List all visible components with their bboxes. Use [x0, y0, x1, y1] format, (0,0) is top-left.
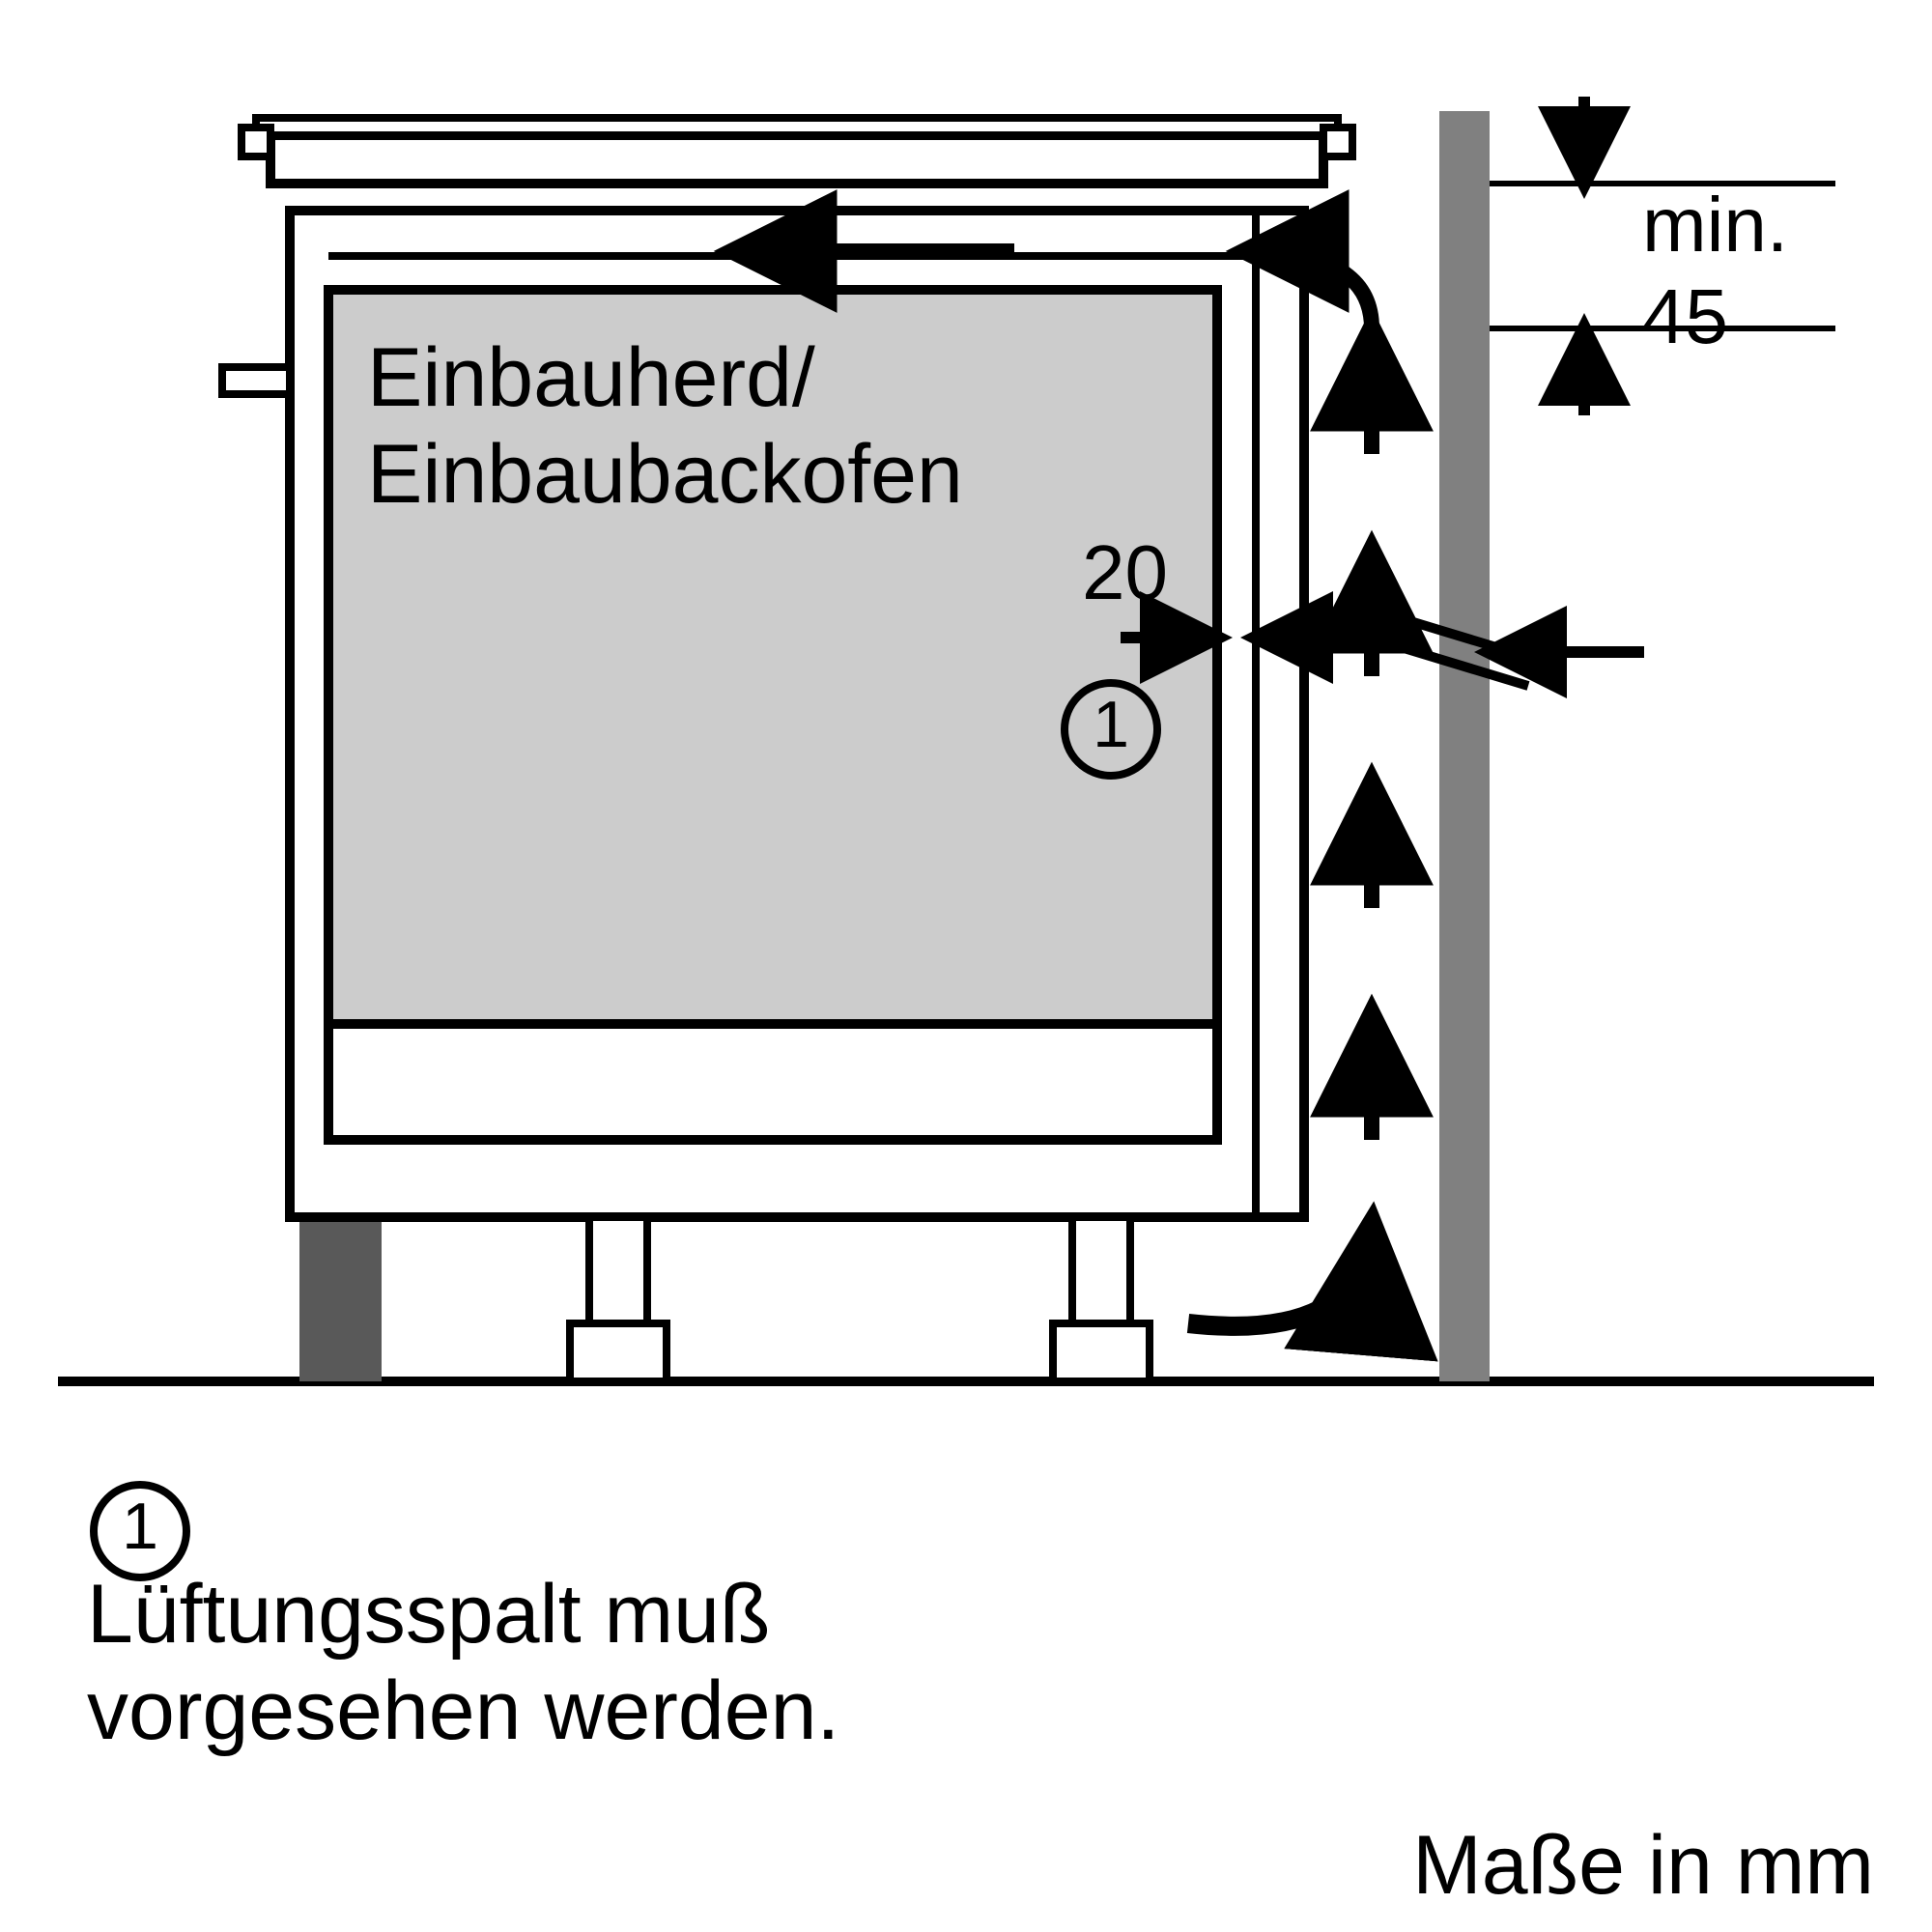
hob-glass: [256, 118, 1338, 135]
hob-cap-left: [242, 128, 270, 156]
oven-label-line2: Einbaubackofen: [367, 428, 963, 521]
min-label: min.: [1642, 182, 1788, 268]
handle: [222, 367, 290, 394]
units-label: Maße in mm: [1412, 1819, 1874, 1912]
wall: [1439, 111, 1490, 1381]
hob-cap-right: [1323, 128, 1352, 156]
leg: [589, 1217, 647, 1323]
note-line1: Lüftungsspalt muß: [87, 1568, 770, 1661]
min-value: 45: [1642, 273, 1728, 359]
hob-top: [270, 135, 1323, 184]
gap-value: 20: [1082, 529, 1168, 615]
callout-num-inline: 1: [1093, 688, 1129, 761]
cabinet-side-leg: [299, 1217, 382, 1381]
leg-foot: [570, 1323, 667, 1381]
oven-drawer: [328, 1024, 1217, 1140]
oven-label-line1: Einbauherd/: [367, 331, 815, 424]
note-line2: vorgesehen werden.: [87, 1664, 839, 1757]
leg: [1072, 1217, 1130, 1323]
callout-num-note: 1: [122, 1490, 158, 1563]
airflow-curve-bottom: [1188, 1227, 1372, 1326]
leg-foot: [1053, 1323, 1150, 1381]
